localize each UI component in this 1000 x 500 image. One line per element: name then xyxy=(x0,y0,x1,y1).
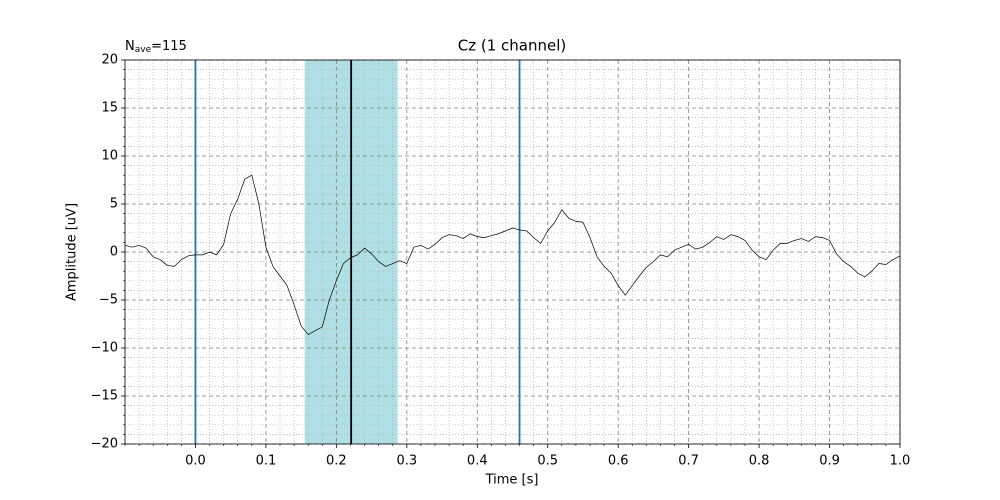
x-tick-label: 0.0 xyxy=(185,454,206,469)
x-tick-label: 0.9 xyxy=(819,454,840,469)
data-line xyxy=(124,174,901,335)
x-tick-label: 0.3 xyxy=(396,454,417,469)
x-tick-label: 0.7 xyxy=(678,454,699,469)
x-tick-label: 0.1 xyxy=(256,454,277,469)
y-axis-label: Amplitude [uV] xyxy=(65,203,80,301)
annotation-subscript: ave xyxy=(135,45,152,55)
y-tick-label: −20 xyxy=(91,437,118,452)
x-tick-label: 0.4 xyxy=(467,454,488,469)
x-tick-label: 0.5 xyxy=(537,454,558,469)
y-tick-label: 0 xyxy=(110,245,118,260)
y-tick-label: −10 xyxy=(91,341,118,356)
y-tick-label: 10 xyxy=(101,149,118,164)
x-tick-label: 0.8 xyxy=(749,454,770,469)
axes-frame xyxy=(124,59,901,445)
chart-title: Cz (1 channel) xyxy=(458,37,567,55)
y-tick-label: −5 xyxy=(99,293,118,308)
annotation-text: =115 xyxy=(151,39,187,54)
x-tick-label: 1.0 xyxy=(890,454,911,469)
annotation: Nave=115 xyxy=(125,39,187,55)
x-axis-label: Time [s] xyxy=(485,473,539,488)
y-tick-label: 5 xyxy=(110,197,118,212)
y-tick-label: −15 xyxy=(91,389,118,404)
y-tick-label: 20 xyxy=(101,53,118,68)
x-tick-label: 0.6 xyxy=(608,454,629,469)
y-tick-label: 15 xyxy=(101,101,118,116)
x-tick-label: 0.2 xyxy=(326,454,347,469)
annotation-symbol: N xyxy=(125,39,135,54)
